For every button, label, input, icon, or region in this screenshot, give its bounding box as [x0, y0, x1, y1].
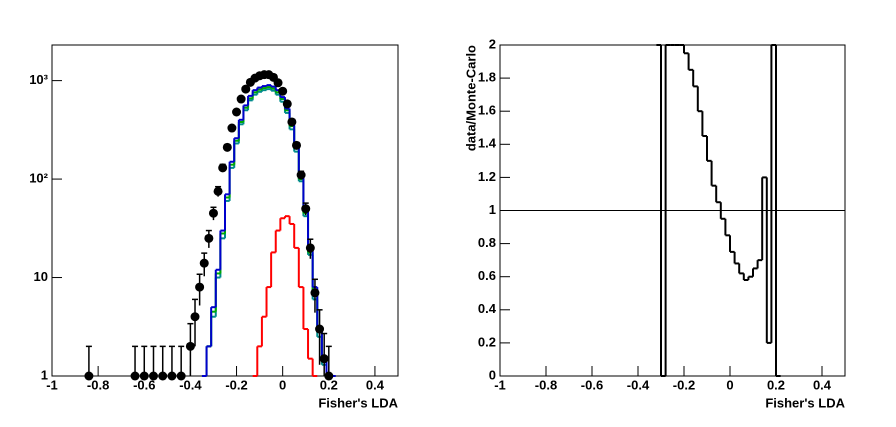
- data-point: [324, 371, 334, 381]
- data-point: [287, 117, 297, 127]
- x-tick-label: -0.4: [179, 377, 202, 392]
- data-point: [176, 371, 186, 381]
- x-tick-label: -0.6: [581, 377, 603, 392]
- data-point: [292, 140, 302, 150]
- y-tick-label: 0.4: [478, 301, 497, 316]
- y-tick-label: 1: [489, 202, 496, 217]
- data-point: [319, 354, 329, 364]
- data-point: [185, 341, 195, 351]
- data-point: [310, 288, 320, 298]
- data-point: [208, 208, 218, 218]
- y-tick-label: 0: [489, 367, 496, 382]
- data-point: [278, 86, 288, 96]
- data-point: [222, 142, 232, 152]
- data-point: [301, 204, 311, 214]
- data-point: [241, 84, 251, 94]
- data-point: [236, 94, 246, 104]
- y-tick-label: 1.6: [478, 103, 496, 118]
- x-tick-label: 0.2: [767, 377, 785, 392]
- x-tick-label: -0.2: [225, 377, 247, 392]
- y-tick-label: 10²: [29, 171, 48, 186]
- x-tick-label: -0.6: [133, 377, 155, 392]
- data-point: [139, 371, 149, 381]
- data-point: [195, 282, 205, 292]
- data-point: [213, 186, 223, 196]
- x-tick-label: 0: [279, 377, 286, 392]
- data-point: [130, 371, 140, 381]
- x-tick-label: 0.2: [320, 377, 338, 392]
- data-point: [315, 324, 325, 334]
- data-point: [218, 163, 228, 173]
- data-point: [296, 170, 306, 180]
- x-tick-label: -1: [46, 377, 58, 392]
- data-point: [167, 371, 177, 381]
- y-tick-label: 10³: [29, 72, 48, 87]
- data-point: [282, 99, 292, 109]
- data-point: [190, 312, 200, 322]
- x-tick-label: -0.8: [535, 377, 557, 392]
- y-tick-label: 1.4: [478, 136, 497, 151]
- x-tick-label: -1: [494, 377, 506, 392]
- y-tick-label: 10: [34, 269, 48, 284]
- data-point: [232, 107, 242, 117]
- data-point: [84, 371, 94, 381]
- x-tick-label: -0.2: [673, 377, 695, 392]
- y-tick-label: 0.8: [478, 235, 496, 250]
- y-tick-label: 0.6: [478, 268, 496, 283]
- data-point: [273, 78, 283, 88]
- data-point: [305, 243, 315, 253]
- x-tick-label: -0.4: [627, 377, 650, 392]
- data-point: [148, 371, 158, 381]
- y-tick-label: 1.2: [478, 169, 496, 184]
- x-tick-label: 0.4: [813, 377, 832, 392]
- data-point: [204, 233, 214, 243]
- y-tick-label: 1: [41, 367, 48, 382]
- x-tick-label: 0: [726, 377, 733, 392]
- data-point: [227, 123, 237, 133]
- data-point: [158, 371, 168, 381]
- y-tick-label: 0.2: [478, 334, 496, 349]
- x-tick-label: -0.8: [87, 377, 109, 392]
- y-tick-label: 1.8: [478, 70, 496, 85]
- data-point: [199, 258, 209, 268]
- x-axis-label: Fisher's LDA: [765, 395, 845, 410]
- x-axis-label: Fisher's LDA: [318, 395, 398, 410]
- y-axis-label: data/Monte-Carlo: [463, 45, 478, 151]
- x-tick-label: 0.4: [366, 377, 385, 392]
- y-tick-label: 2: [489, 36, 496, 51]
